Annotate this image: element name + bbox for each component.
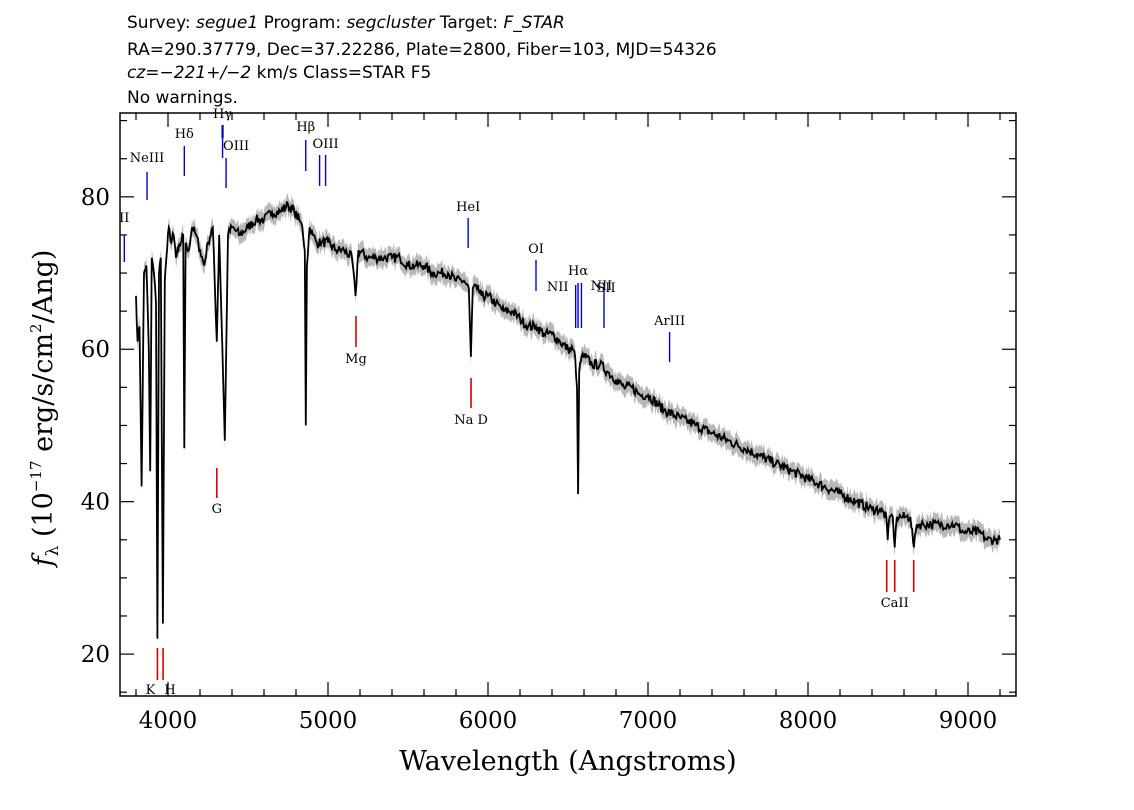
plot-frame — [119, 112, 1017, 697]
plot-area — [135, 192, 1001, 648]
header-redshift-line: cz=−221+/−2 km/s Class=STAR F5 — [127, 63, 431, 83]
absorption-line-label: Na D — [454, 413, 488, 428]
y-tick-label: 20 — [81, 642, 110, 668]
emission-line-label: ArIII — [653, 314, 685, 329]
emission-line-label: OIII — [313, 137, 339, 152]
emission-line-label: II — [119, 211, 129, 226]
header-line1-part-3: segcluster — [346, 13, 435, 33]
x-tick-label: 7000 — [619, 708, 678, 734]
header-line1-part-5: F_STAR — [504, 13, 565, 33]
x-tick-label: 4000 — [139, 708, 198, 734]
header-warnings-line: No warnings. — [127, 88, 238, 108]
spectral-line-markers: IINeIIIHδHγOIIIHβOIIIHeIOINIIHαNIISIIArI… — [119, 107, 915, 698]
emission-line-label: Hβ — [296, 120, 315, 135]
flux-error-band — [136, 192, 1000, 648]
axis-ticks — [120, 113, 1016, 696]
emission-line-label: NII — [547, 280, 569, 295]
emission-line-label: NII — [591, 279, 613, 294]
y-tick-label: 60 — [81, 337, 110, 363]
emission-line-label: OIII — [223, 139, 249, 154]
spectrum-header: Survey: segue1 Program: segcluster Targe… — [127, 13, 717, 108]
header-line1-part-4: Target: — [434, 13, 503, 33]
header-line1-part-2: Program: — [258, 13, 346, 33]
x-tick-label: 5000 — [299, 708, 358, 734]
absorption-line-label: Mg — [345, 352, 367, 367]
emission-line-label: Hα — [568, 264, 588, 279]
y-tick-label: 80 — [81, 185, 110, 211]
x-axis-title: Wavelength (Angstroms) — [399, 746, 736, 777]
x-tick-label: 8000 — [779, 708, 838, 734]
header-line1-part-1: segue1 — [196, 13, 258, 33]
header-line3-part-1: −221+/−2 — [160, 63, 252, 83]
absorption-line-label: G — [212, 502, 222, 517]
emission-line-label: NeIII — [130, 151, 164, 166]
header-line1-part-0: Survey: — [127, 13, 196, 33]
axis-tick-labels: 4000 5000 6000 7000 8000 9000 20 40 60 80 — [81, 185, 998, 734]
absorption-line-label: K — [146, 683, 156, 698]
emission-line-label: Hγ — [213, 107, 232, 122]
emission-line-label: SII — [596, 281, 615, 296]
emission-line-label: HeI — [456, 200, 480, 215]
y-axis-title: fλ (10−17 erg/s/cm2/Ang) — [27, 250, 63, 569]
y-tick-label: 40 — [81, 490, 110, 516]
header-line3-part-2: km/s Class=STAR F5 — [251, 63, 431, 83]
x-tick-label: 9000 — [939, 708, 998, 734]
emission-line-label: OI — [528, 242, 544, 257]
flux-series-line — [135, 201, 1001, 639]
emission-line-label: Hδ — [175, 127, 194, 142]
absorption-line-label: CaII — [881, 596, 909, 611]
x-tick-label: 6000 — [459, 708, 518, 734]
header-coordinates-line: RA=290.37779, Dec=37.22286, Plate=2800, … — [127, 40, 717, 60]
header-line3-part-0: cz= — [127, 63, 160, 83]
absorption-line-label: H — [164, 683, 175, 698]
header-survey-line: Survey: segue1 Program: segcluster Targe… — [127, 13, 565, 33]
